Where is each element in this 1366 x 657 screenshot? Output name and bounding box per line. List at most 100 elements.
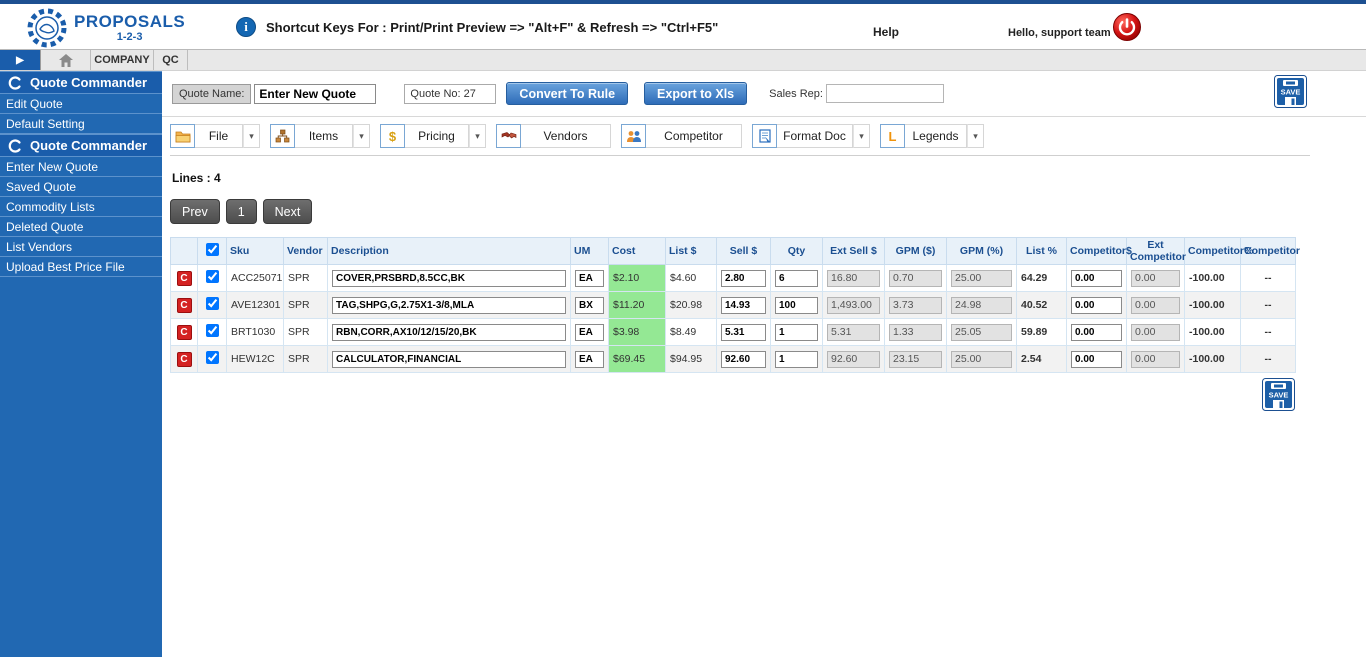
um-input[interactable]	[575, 297, 604, 314]
tab-qc[interactable]: QC	[154, 50, 188, 70]
col-um: UM	[571, 238, 609, 265]
export-to-xls-button[interactable]: Export to Xls	[644, 82, 747, 105]
sidebar-item-commodity-lists[interactable]: Commodity Lists	[0, 197, 162, 217]
row-c-button[interactable]: C	[177, 352, 192, 367]
quote-no-input[interactable]	[404, 84, 496, 104]
gpm-percent-input	[951, 297, 1012, 314]
convert-to-rule-button[interactable]: Convert To Rule	[506, 82, 628, 105]
save-button-bottom[interactable]: SAVE	[1262, 378, 1295, 416]
table-row: C HEW12C SPR $69.45 $94.95 2.54 -100.00 …	[171, 346, 1296, 373]
um-input[interactable]	[575, 324, 604, 341]
people-icon[interactable]	[621, 124, 646, 148]
sidebar-item-deleted-quote[interactable]: Deleted Quote	[0, 217, 162, 237]
row-c-button[interactable]: C	[177, 325, 192, 340]
qty-input[interactable]	[775, 270, 818, 287]
page-number-button[interactable]: 1	[226, 199, 257, 224]
sidebar-item-edit-quote[interactable]: Edit Quote	[0, 94, 162, 114]
logout-power-icon[interactable]	[1112, 12, 1142, 42]
sidebar-item-enter-new-quote[interactable]: Enter New Quote	[0, 157, 162, 177]
legend-l-icon[interactable]: L	[880, 124, 905, 148]
menu-legends-dropdown-arrow[interactable]: ▾	[967, 124, 984, 148]
competitor-dollar-input[interactable]	[1071, 270, 1122, 287]
tab-company[interactable]: COMPANY	[91, 50, 154, 70]
row-checkbox[interactable]	[206, 270, 219, 283]
logo-subtitle: 1-2-3	[74, 32, 185, 43]
competitor-dollar-input[interactable]	[1071, 324, 1122, 341]
col-competitor-dollar: Competitor$	[1067, 238, 1127, 265]
handshake-icon[interactable]	[496, 124, 521, 148]
quote-lines-table: Sku Vendor Description UM Cost List $ Se…	[170, 237, 1296, 373]
save-floppy-icon: SAVE	[1274, 75, 1307, 108]
menu-items-button[interactable]: Items	[295, 124, 353, 148]
menu-vendors-button[interactable]: Vendors	[521, 124, 611, 148]
um-input[interactable]	[575, 351, 604, 368]
col-ext-competitor: Ext Competitor	[1127, 238, 1185, 265]
description-input[interactable]	[332, 297, 566, 314]
tab-expand-arrow[interactable]: ▶	[0, 50, 41, 70]
shortcut-keys-banner: i Shortcut Keys For : Print/Print Previe…	[236, 17, 718, 37]
row-c-button[interactable]: C	[177, 298, 192, 313]
vendor-cell: SPR	[284, 265, 328, 292]
sidebar-item-upload-best-price-file[interactable]: Upload Best Price File	[0, 257, 162, 277]
row-checkbox[interactable]	[206, 351, 219, 364]
menu-format-doc-dropdown-arrow[interactable]: ▾	[853, 124, 870, 148]
pagination: Prev 1 Next	[170, 199, 1366, 224]
um-input[interactable]	[575, 270, 604, 287]
description-input[interactable]	[332, 351, 566, 368]
quote-name-input[interactable]	[254, 84, 376, 104]
menu-file-dropdown-arrow[interactable]: ▾	[243, 124, 260, 148]
menu-competitor-button[interactable]: Competitor	[646, 124, 742, 148]
competitor-dollar-input[interactable]	[1071, 351, 1122, 368]
sidebar-item-default-setting[interactable]: Default Setting	[0, 114, 162, 134]
description-input[interactable]	[332, 324, 566, 341]
row-c-button[interactable]: C	[177, 271, 192, 286]
ext-sell-input	[827, 297, 880, 314]
sell-price-input[interactable]	[721, 270, 766, 287]
sidebar-header-quote-commander-1[interactable]: Quote Commander	[0, 71, 162, 94]
logo-title: PROPOSALS	[74, 13, 185, 30]
page: PROPOSALS 1-2-3 i Shortcut Keys For : Pr…	[0, 0, 1366, 657]
help-link[interactable]: Help	[873, 25, 899, 39]
menu-pricing-dropdown-arrow[interactable]: ▾	[469, 124, 486, 148]
col-vendor: Vendor	[284, 238, 328, 265]
sitemap-icon[interactable]	[270, 124, 295, 148]
qty-input[interactable]	[775, 351, 818, 368]
sidebar-header-quote-commander-2[interactable]: Quote Commander	[0, 134, 162, 157]
menu-format-doc-button[interactable]: Format Doc	[777, 124, 853, 148]
sell-price-input[interactable]	[721, 324, 766, 341]
competitor-percent-cell: -100.00	[1185, 292, 1241, 319]
menu-legends: L Legends ▾	[880, 124, 984, 148]
user-greeting: Hello, support team	[1008, 27, 1111, 39]
menu-legends-button[interactable]: Legends	[905, 124, 967, 148]
ext-sell-input	[827, 324, 880, 341]
document-icon[interactable]	[752, 124, 777, 148]
competitor-dollar-input[interactable]	[1071, 297, 1122, 314]
next-page-button[interactable]: Next	[263, 199, 313, 224]
sidebar-item-list-vendors[interactable]: List Vendors	[0, 237, 162, 257]
vendor-cell: SPR	[284, 292, 328, 319]
menu-competitor: Competitor	[621, 124, 742, 148]
menu-file-button[interactable]: File	[195, 124, 243, 148]
select-all-checkbox[interactable]	[206, 243, 219, 256]
quote-name-label: Quote Name:	[172, 84, 251, 104]
row-checkbox[interactable]	[206, 324, 219, 337]
qty-input[interactable]	[775, 297, 818, 314]
prev-page-button[interactable]: Prev	[170, 199, 220, 224]
sell-price-input[interactable]	[721, 351, 766, 368]
gpm-percent-input	[951, 324, 1012, 341]
tab-home[interactable]	[41, 50, 91, 70]
menu-items-dropdown-arrow[interactable]: ▾	[353, 124, 370, 148]
sales-rep-input[interactable]	[826, 84, 944, 103]
save-button-top[interactable]: SAVE	[1274, 75, 1307, 113]
qty-input[interactable]	[775, 324, 818, 341]
row-checkbox[interactable]	[206, 297, 219, 310]
cost-cell: $3.98	[609, 319, 666, 346]
folder-icon[interactable]	[170, 124, 195, 148]
menu-pricing-button[interactable]: Pricing	[405, 124, 469, 148]
list-price-cell: $20.98	[666, 292, 717, 319]
description-input[interactable]	[332, 270, 566, 287]
dollar-icon[interactable]: $	[380, 124, 405, 148]
sell-price-input[interactable]	[721, 297, 766, 314]
col-competitor-percent: Competitor%	[1185, 238, 1241, 265]
sidebar-item-saved-quote[interactable]: Saved Quote	[0, 177, 162, 197]
